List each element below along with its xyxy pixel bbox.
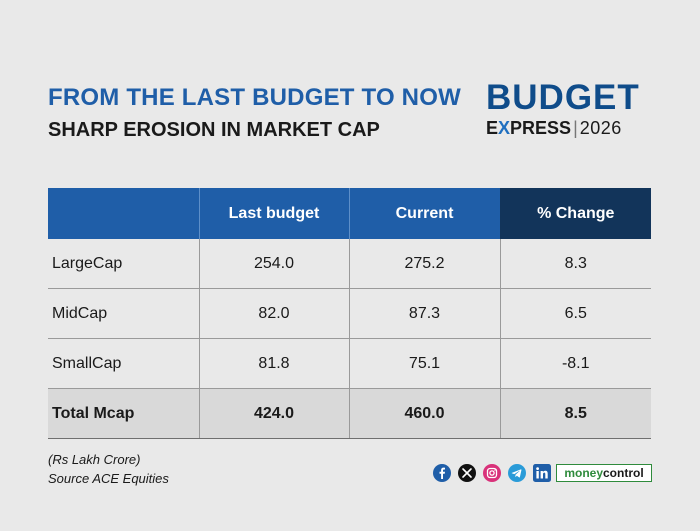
- moneycontrol-logo[interactable]: moneycontrol: [556, 464, 652, 482]
- source-note: Source ACE Equities: [48, 471, 169, 486]
- brand-budget-word: BUDGET: [486, 78, 640, 117]
- linkedin-icon[interactable]: [533, 464, 551, 482]
- table-row: LargeCap 254.0 275.2 8.3: [48, 239, 651, 289]
- row-label: Total Mcap: [48, 388, 199, 439]
- cell-pct-change: 8.3: [499, 239, 651, 289]
- brand-separator: |: [573, 118, 578, 138]
- table-total-row: Total Mcap 424.0 460.0 8.5: [48, 388, 651, 439]
- cell-current: 87.3: [348, 288, 500, 339]
- telegram-icon[interactable]: [508, 464, 526, 482]
- brand-express-line: EXPRESS | 2026: [486, 117, 622, 139]
- logo-money: money: [564, 466, 603, 480]
- logo-control: control: [603, 466, 644, 480]
- row-label: MidCap: [48, 288, 199, 339]
- cell-pct-change: 8.5: [499, 388, 651, 439]
- cell-current: 275.2: [348, 239, 500, 289]
- cell-last-budget: 81.8: [198, 338, 349, 389]
- chart-subtitle: SHARP EROSION IN MARKET CAP: [48, 119, 380, 141]
- unit-note: (Rs Lakh Crore): [48, 452, 141, 467]
- cell-current: 75.1: [348, 338, 500, 389]
- header-pct-change: % Change: [499, 188, 651, 239]
- brand-letter-x: X: [498, 118, 511, 138]
- row-label: SmallCap: [48, 338, 199, 389]
- footnotes: (Rs Lakh Crore) Source ACE Equities: [48, 450, 169, 488]
- header-last-budget: Last budget: [198, 188, 349, 239]
- cell-last-budget: 424.0: [198, 388, 349, 439]
- cell-pct-change: -8.1: [499, 338, 651, 389]
- facebook-icon[interactable]: [433, 464, 451, 482]
- chart-title: FROM THE LAST BUDGET TO NOW: [48, 84, 461, 111]
- table-row: SmallCap 81.8 75.1 -8.1: [48, 338, 651, 389]
- cell-current: 460.0: [348, 388, 500, 439]
- cell-last-budget: 254.0: [198, 239, 349, 289]
- x-icon[interactable]: [458, 464, 476, 482]
- header-blank-cell: [48, 188, 199, 239]
- header-current: Current: [348, 188, 500, 239]
- table-header-row: Last budget Current % Change: [48, 188, 651, 239]
- budget-express-logo: BUDGET EXPRESS | 2026: [486, 80, 656, 142]
- row-label: LargeCap: [48, 239, 199, 289]
- brand-year: 2026: [579, 118, 622, 138]
- market-cap-table: Last budget Current % Change LargeCap 25…: [48, 188, 651, 439]
- instagram-icon[interactable]: [483, 464, 501, 482]
- cell-last-budget: 82.0: [198, 288, 349, 339]
- brand-press: PRESS: [510, 118, 572, 138]
- brand-letter-e: E: [486, 118, 499, 138]
- cell-pct-change: 6.5: [499, 288, 651, 339]
- table-row: MidCap 82.0 87.3 6.5: [48, 288, 651, 339]
